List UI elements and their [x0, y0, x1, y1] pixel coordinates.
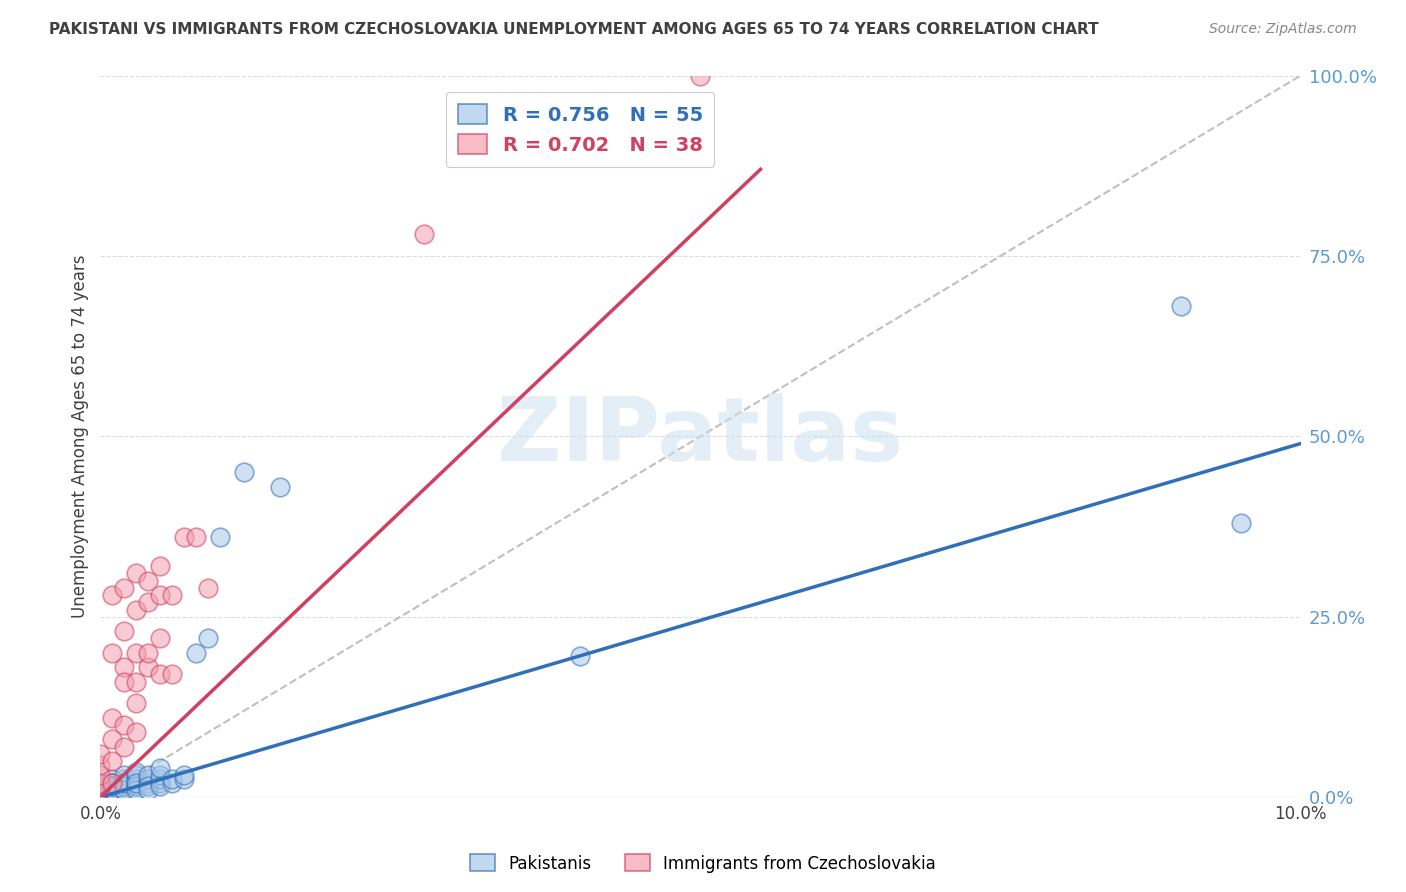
- Point: [89, 783, 111, 797]
- Point: [89, 747, 111, 761]
- Point: [138, 574, 160, 588]
- Point: [209, 530, 232, 544]
- Point: [689, 69, 711, 83]
- Point: [101, 787, 124, 801]
- Point: [138, 595, 160, 609]
- Point: [112, 739, 135, 754]
- Y-axis label: Unemployment Among Ages 65 to 74 years: Unemployment Among Ages 65 to 74 years: [72, 254, 89, 618]
- Point: [89, 787, 111, 801]
- Point: [149, 772, 172, 786]
- Point: [101, 646, 124, 660]
- Point: [149, 780, 172, 794]
- Point: [89, 775, 111, 789]
- Point: [138, 646, 160, 660]
- Point: [101, 787, 124, 801]
- Point: [186, 646, 208, 660]
- Point: [89, 775, 111, 789]
- Point: [269, 480, 291, 494]
- Point: [101, 780, 124, 794]
- Point: [101, 783, 124, 797]
- Point: [101, 732, 124, 747]
- Point: [101, 783, 124, 797]
- Point: [413, 227, 436, 242]
- Text: PAKISTANI VS IMMIGRANTS FROM CZECHOSLOVAKIA UNEMPLOYMENT AMONG AGES 65 TO 74 YEA: PAKISTANI VS IMMIGRANTS FROM CZECHOSLOVA…: [49, 22, 1099, 37]
- Point: [112, 718, 135, 732]
- Point: [173, 772, 195, 786]
- Point: [149, 559, 172, 574]
- Point: [89, 783, 111, 797]
- Point: [1229, 516, 1251, 530]
- Point: [149, 761, 172, 775]
- Point: [125, 772, 148, 786]
- Point: [138, 783, 160, 797]
- Text: ZIPatlas: ZIPatlas: [498, 392, 904, 480]
- Point: [112, 660, 135, 674]
- Point: [112, 772, 135, 786]
- Point: [125, 764, 148, 779]
- Point: [569, 649, 592, 664]
- Point: [125, 696, 148, 710]
- Legend: Pakistanis, Immigrants from Czechoslovakia: Pakistanis, Immigrants from Czechoslovak…: [464, 847, 942, 880]
- Point: [89, 790, 111, 805]
- Point: [125, 602, 148, 616]
- Point: [112, 783, 135, 797]
- Point: [125, 775, 148, 789]
- Point: [197, 632, 219, 646]
- Point: [112, 581, 135, 595]
- Point: [173, 768, 195, 782]
- Point: [125, 768, 148, 782]
- Point: [162, 588, 184, 602]
- Point: [186, 530, 208, 544]
- Point: [149, 775, 172, 789]
- Point: [173, 530, 195, 544]
- Point: [149, 632, 172, 646]
- Point: [112, 780, 135, 794]
- Point: [112, 775, 135, 789]
- Point: [101, 780, 124, 794]
- Point: [89, 768, 111, 782]
- Point: [101, 754, 124, 768]
- Point: [125, 780, 148, 794]
- Point: [101, 588, 124, 602]
- Point: [149, 768, 172, 782]
- Point: [112, 624, 135, 639]
- Point: [233, 466, 256, 480]
- Point: [149, 588, 172, 602]
- Point: [112, 780, 135, 794]
- Point: [138, 780, 160, 794]
- Point: [112, 783, 135, 797]
- Point: [138, 772, 160, 786]
- Point: [149, 667, 172, 681]
- Point: [89, 780, 111, 794]
- Point: [112, 775, 135, 789]
- Point: [112, 768, 135, 782]
- Point: [125, 646, 148, 660]
- Point: [101, 711, 124, 725]
- Text: Source: ZipAtlas.com: Source: ZipAtlas.com: [1209, 22, 1357, 37]
- Point: [101, 780, 124, 794]
- Point: [101, 775, 124, 789]
- Point: [125, 780, 148, 794]
- Point: [197, 581, 219, 595]
- Point: [138, 660, 160, 674]
- Point: [101, 775, 124, 789]
- Point: [125, 674, 148, 689]
- Point: [138, 768, 160, 782]
- Point: [125, 783, 148, 797]
- Point: [101, 772, 124, 786]
- Point: [89, 790, 111, 805]
- Point: [112, 674, 135, 689]
- Point: [125, 775, 148, 789]
- Point: [1170, 300, 1192, 314]
- Point: [138, 775, 160, 789]
- Point: [101, 775, 124, 789]
- Point: [101, 783, 124, 797]
- Point: [162, 775, 184, 789]
- Legend: R = 0.756   N = 55, R = 0.702   N = 38: R = 0.756 N = 55, R = 0.702 N = 38: [446, 93, 714, 167]
- Point: [162, 772, 184, 786]
- Point: [125, 566, 148, 581]
- Point: [162, 667, 184, 681]
- Point: [89, 757, 111, 772]
- Point: [125, 725, 148, 739]
